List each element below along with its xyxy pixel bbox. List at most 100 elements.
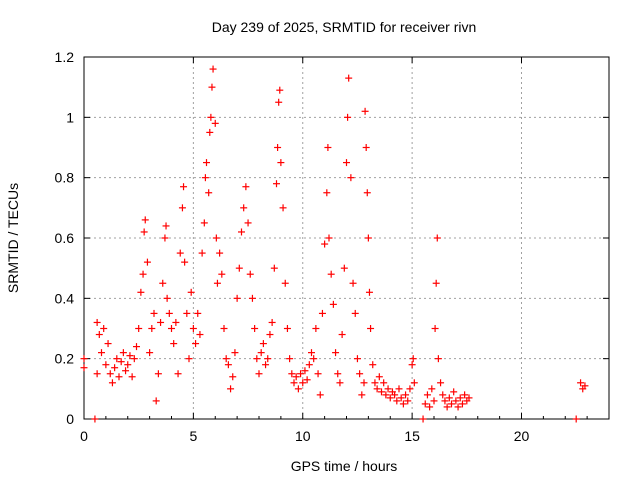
data-point xyxy=(277,159,285,167)
data-point xyxy=(100,325,108,332)
data-point xyxy=(362,144,370,151)
data-point xyxy=(290,379,298,387)
y-tick-label: 0 xyxy=(66,411,74,427)
data-point xyxy=(95,331,103,339)
data-point xyxy=(119,349,127,357)
data-point xyxy=(303,376,311,384)
data-point xyxy=(336,379,344,387)
data-point xyxy=(143,258,151,266)
y-tick-label: 1 xyxy=(66,109,74,125)
data-point xyxy=(274,144,282,151)
data-point xyxy=(332,349,340,357)
data-point xyxy=(196,331,204,339)
data-point xyxy=(222,355,230,363)
data-point xyxy=(104,340,112,348)
data-point xyxy=(213,279,221,287)
grid-layer xyxy=(84,57,609,419)
data-point xyxy=(458,400,466,408)
data-point xyxy=(448,400,455,408)
data-point xyxy=(314,370,322,378)
data-point xyxy=(185,355,193,363)
data-point xyxy=(124,361,132,369)
data-point xyxy=(324,144,332,151)
data-point xyxy=(297,370,305,378)
data-point xyxy=(181,258,189,266)
data-point xyxy=(172,318,180,326)
data-point xyxy=(437,379,445,387)
data-point xyxy=(310,355,318,363)
data-point xyxy=(192,340,200,348)
chart-title: Day 239 of 2025, SRMTID for receiver riv… xyxy=(212,19,477,35)
data-point xyxy=(163,294,171,302)
data-point xyxy=(443,403,451,411)
data-point xyxy=(426,403,434,411)
data-point xyxy=(318,309,326,317)
tick-layer: 0 5 10 15 20 0 0.2 0.4 0.6 0.8 1 1.2 xyxy=(55,49,609,444)
data-point xyxy=(288,370,296,378)
data-point xyxy=(255,370,263,378)
y-tick-label: 0.2 xyxy=(55,351,75,367)
data-point xyxy=(391,391,399,399)
data-point xyxy=(358,391,366,399)
data-point xyxy=(170,340,178,348)
data-point xyxy=(433,234,441,242)
y-tick-label: 1.2 xyxy=(55,49,75,65)
data-point xyxy=(430,397,438,405)
data-point xyxy=(397,394,405,402)
data-point xyxy=(227,385,235,393)
data-point xyxy=(308,349,315,357)
data-point xyxy=(140,228,148,236)
data-point xyxy=(279,204,287,212)
data-point xyxy=(281,279,289,287)
data-point xyxy=(266,331,274,339)
data-point xyxy=(369,361,377,369)
data-point xyxy=(402,391,410,399)
data-point xyxy=(421,400,429,408)
data-point xyxy=(246,270,254,278)
data-point xyxy=(220,325,228,332)
x-axis-label: GPS time / hours xyxy=(291,458,398,474)
x-tick-label: 10 xyxy=(295,428,311,444)
data-point xyxy=(360,379,368,387)
y-axis-label: SRMTID / TECUs xyxy=(5,183,21,293)
data-point xyxy=(301,367,309,375)
data-point xyxy=(268,318,276,326)
data-point xyxy=(408,361,416,369)
data-point xyxy=(323,189,331,197)
data-point xyxy=(345,74,353,82)
data-point xyxy=(240,204,248,212)
data-point xyxy=(198,249,206,257)
data-point xyxy=(428,385,436,393)
data-point xyxy=(581,382,589,390)
data-point xyxy=(150,309,158,317)
data-point xyxy=(128,373,136,381)
data-point xyxy=(367,325,375,332)
data-point xyxy=(162,222,170,230)
data-point xyxy=(224,361,232,369)
data-point xyxy=(343,159,350,167)
data-point xyxy=(344,113,352,121)
data-point xyxy=(572,415,580,423)
data-point xyxy=(218,270,226,278)
data-point xyxy=(275,98,283,106)
data-point xyxy=(393,397,401,405)
data-point xyxy=(152,397,160,405)
data-point xyxy=(111,364,119,372)
data-point xyxy=(205,189,213,197)
x-tick-label: 20 xyxy=(514,428,530,444)
data-point xyxy=(180,183,188,191)
data-point xyxy=(206,128,214,136)
data-point xyxy=(183,309,191,317)
data-point xyxy=(445,394,453,402)
data-point xyxy=(338,331,346,339)
data-point xyxy=(207,113,215,121)
data-point xyxy=(386,394,394,402)
data-point xyxy=(80,364,88,372)
data-point xyxy=(321,240,329,248)
data-point xyxy=(233,294,241,302)
data-point xyxy=(273,180,280,188)
data-point xyxy=(115,373,123,381)
data-point xyxy=(133,343,140,351)
data-point xyxy=(334,370,342,378)
